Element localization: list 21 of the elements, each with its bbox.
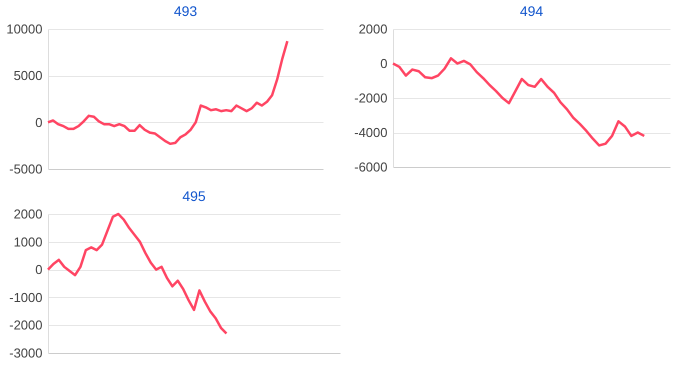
y-tick-label: 0	[380, 56, 388, 71]
y-tick-label: -5000	[9, 162, 42, 176]
y-tick-label: -2000	[354, 90, 388, 106]
y-tick-label: -6000	[354, 160, 388, 174]
chart-title: 493	[174, 3, 198, 19]
y-tick-label: 2000	[14, 206, 42, 222]
y-tick-label: -4000	[354, 125, 388, 140]
y-tick-label: 0	[35, 262, 42, 278]
chart-title: 495	[182, 188, 206, 204]
y-tick-label: -3000	[9, 346, 42, 360]
y-tick-label: 10000	[6, 22, 42, 36]
y-tick-label: -2000	[9, 318, 42, 333]
line-series	[392, 57, 646, 147]
y-tick-label: -1000	[9, 290, 42, 305]
y-tick-label: 0	[35, 114, 42, 130]
line-series	[46, 40, 289, 146]
y-tick-label: 2000	[358, 22, 388, 36]
y-tick-label: 5000	[14, 68, 42, 84]
y-tick-label: 1000	[14, 234, 42, 250]
line-series	[46, 212, 228, 335]
chart-title: 494	[520, 3, 544, 19]
